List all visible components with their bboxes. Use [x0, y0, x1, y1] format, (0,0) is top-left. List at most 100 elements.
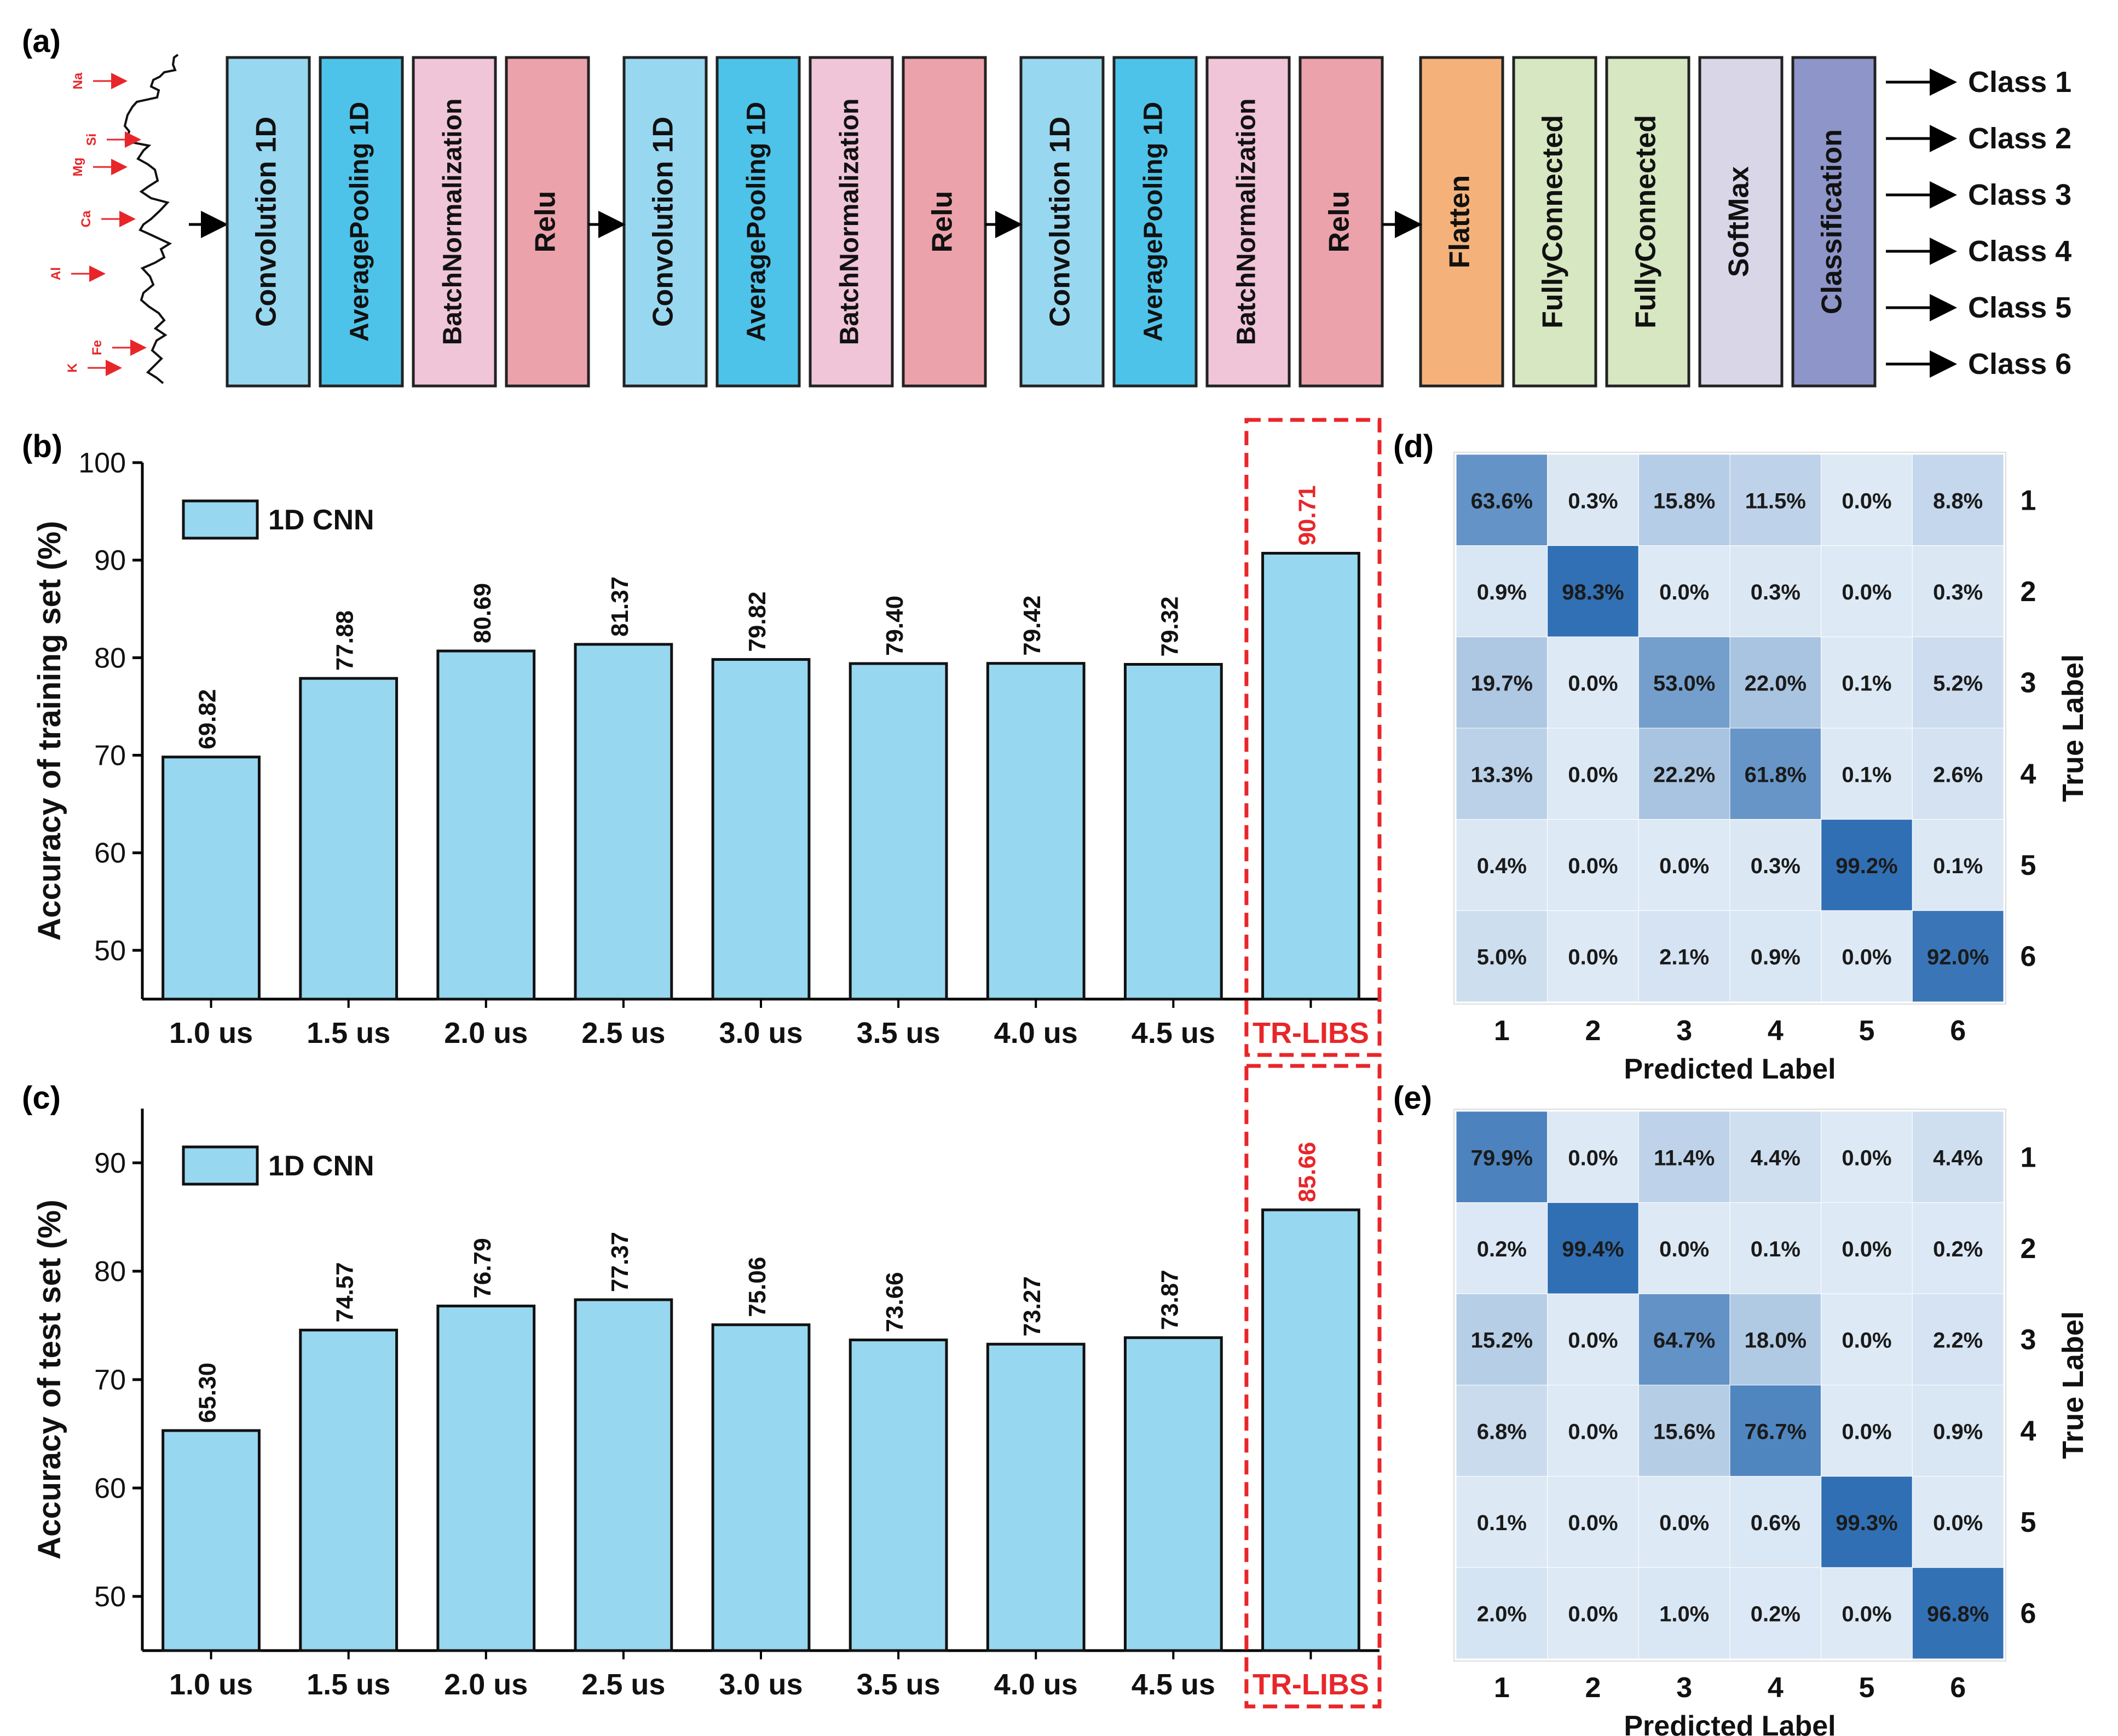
- layer-label: FullyConnected: [1537, 115, 1569, 328]
- x-tick-label: TR-LIBS: [1253, 1668, 1369, 1701]
- heatmap-cell-label: 63.6%: [1471, 489, 1533, 513]
- y-tick-label: 90: [94, 1147, 126, 1179]
- heatmap-cell: [1729, 636, 1822, 729]
- layer-label: AveragePooling 1D: [742, 102, 771, 342]
- heatmap-cell-label: 8.8%: [1933, 489, 1983, 513]
- bar: [1123, 1336, 1223, 1652]
- heatmap-cell-label: 0.6%: [1751, 1511, 1800, 1535]
- y-tick-label: 50: [94, 935, 126, 967]
- heatmap-cell-label: 15.6%: [1653, 1420, 1715, 1444]
- bar-value-label: 85.66: [1294, 1142, 1320, 1202]
- x-tick-label: 3: [1676, 1672, 1692, 1704]
- heatmap-cell-label: 0.0%: [1842, 945, 1891, 970]
- bar: [436, 649, 536, 1001]
- heatmap-cell: [1456, 1567, 1548, 1659]
- layer-label: Flatten: [1444, 175, 1476, 268]
- heatmap-cell-label: 0.0%: [1568, 1420, 1618, 1444]
- bar-value-label: 80.69: [469, 583, 496, 643]
- heatmap-cell-label: 5.2%: [1933, 672, 1983, 696]
- y-tick-label: 6: [2021, 1598, 2036, 1630]
- heatmap-cell-label: 0.0%: [1842, 1237, 1891, 1261]
- heatmap-cell: [1821, 728, 1913, 820]
- panel-label-c: (c): [22, 1080, 61, 1116]
- heatmap-cell-label: 2.6%: [1933, 763, 1983, 787]
- heatmap-cell-label: 1.0%: [1659, 1602, 1709, 1627]
- heatmap-cell: [1638, 910, 1730, 1002]
- panel-label-a: (a): [22, 24, 61, 59]
- x-tick-label: 3.0 us: [719, 1017, 803, 1049]
- y-tick-label: 60: [94, 1473, 126, 1504]
- heatmap-cell-label: 0.9%: [1751, 945, 1800, 970]
- layer-label: SoftMax: [1723, 166, 1755, 277]
- heatmap-cell: [1912, 1111, 2004, 1203]
- x-axis-title: Predicted Label: [1624, 1710, 1836, 1736]
- y-axis-title: Accuracy of training set (%): [32, 521, 67, 941]
- heatmap-cell-label: 0.2%: [1751, 1602, 1800, 1627]
- y-tick-label: 70: [94, 1364, 126, 1396]
- heatmap-cell: [1456, 1111, 1548, 1203]
- layer-block: [1605, 56, 1690, 388]
- bar: [574, 643, 673, 1001]
- heatmap-cell-label: 22.2%: [1653, 763, 1715, 787]
- heatmap-cell: [1912, 1476, 2004, 1568]
- legend-label: 1D CNN: [268, 1150, 374, 1182]
- bar: [1261, 1208, 1360, 1652]
- heatmap-cell: [1821, 1202, 1913, 1294]
- heatmap-cell: [1638, 1476, 1730, 1568]
- bar-value-label: 79.42: [1019, 596, 1046, 656]
- heatmap-cell: [1729, 545, 1822, 637]
- y-tick-label: 3: [2021, 667, 2036, 699]
- legend-swatch: [182, 499, 259, 540]
- heatmap-cell: [1729, 1476, 1822, 1568]
- legend-swatch: [182, 1145, 259, 1186]
- layer-label: Relu: [1324, 191, 1355, 253]
- heatmap-cell-label: 92.0%: [1927, 945, 1989, 970]
- heatmap-cell: [1912, 728, 2004, 820]
- bar: [986, 662, 1086, 1001]
- heatmap-cell: [1912, 454, 2004, 546]
- y-tick-label: 4: [2021, 1415, 2036, 1447]
- heatmap-cell-label: 0.0%: [1933, 1511, 1983, 1535]
- heatmap-cell: [1729, 1385, 1822, 1477]
- heatmap-cell-label: 13.3%: [1471, 763, 1533, 787]
- x-tick-label: 3: [1676, 1015, 1692, 1047]
- bar: [986, 1342, 1086, 1652]
- heatmap-cell-label: 0.0%: [1568, 1602, 1618, 1627]
- bar: [436, 1305, 536, 1652]
- x-tick-label: 4.5 us: [1132, 1017, 1215, 1049]
- class-label: Class 5: [1968, 291, 2071, 324]
- class-label: Class 1: [1968, 66, 2071, 99]
- layer-block: [809, 56, 894, 388]
- heatmap-cell: [1912, 1567, 2004, 1659]
- heatmap-cell: [1912, 1202, 2004, 1294]
- x-tick-label: 1.0 us: [169, 1668, 253, 1701]
- layer-block: [226, 56, 311, 388]
- bar: [849, 1339, 948, 1652]
- heatmap-cell-label: 19.7%: [1471, 672, 1533, 696]
- x-tick-label: 2.5 us: [581, 1668, 665, 1701]
- heatmap-cell-label: 15.2%: [1471, 1329, 1533, 1353]
- heatmap-cell-label: 2.2%: [1933, 1329, 1983, 1353]
- bar: [1123, 662, 1223, 1001]
- heatmap-cell-label: 0.3%: [1933, 580, 1983, 604]
- heatmap-cell-label: 5.0%: [1477, 945, 1527, 970]
- input-spectrum: [123, 54, 179, 384]
- heatmap-cell-label: 0.1%: [1477, 1511, 1527, 1535]
- bar: [849, 662, 948, 1001]
- bar: [574, 1298, 673, 1652]
- legend-label: 1D CNN: [268, 504, 374, 536]
- x-tick-label: 2.5 us: [581, 1017, 665, 1049]
- y-tick-label: 6: [2021, 941, 2036, 973]
- x-tick-label: 4.0 us: [994, 1668, 1078, 1701]
- heatmap-cell: [1456, 545, 1548, 637]
- heatmap-cell: [1729, 819, 1822, 911]
- heatmap-cell-label: 6.8%: [1477, 1420, 1527, 1444]
- x-tick-label: 1: [1494, 1672, 1510, 1704]
- y-tick-label: 2: [2021, 1233, 2036, 1265]
- heatmap-cell: [1729, 454, 1822, 546]
- heatmap-cell: [1456, 1293, 1548, 1386]
- bar-value-label: 76.79: [469, 1238, 496, 1298]
- x-tick-label: 4.0 us: [994, 1017, 1078, 1049]
- heatmap-cell-label: 0.0%: [1842, 1602, 1891, 1627]
- x-tick-label: 2.0 us: [444, 1668, 528, 1701]
